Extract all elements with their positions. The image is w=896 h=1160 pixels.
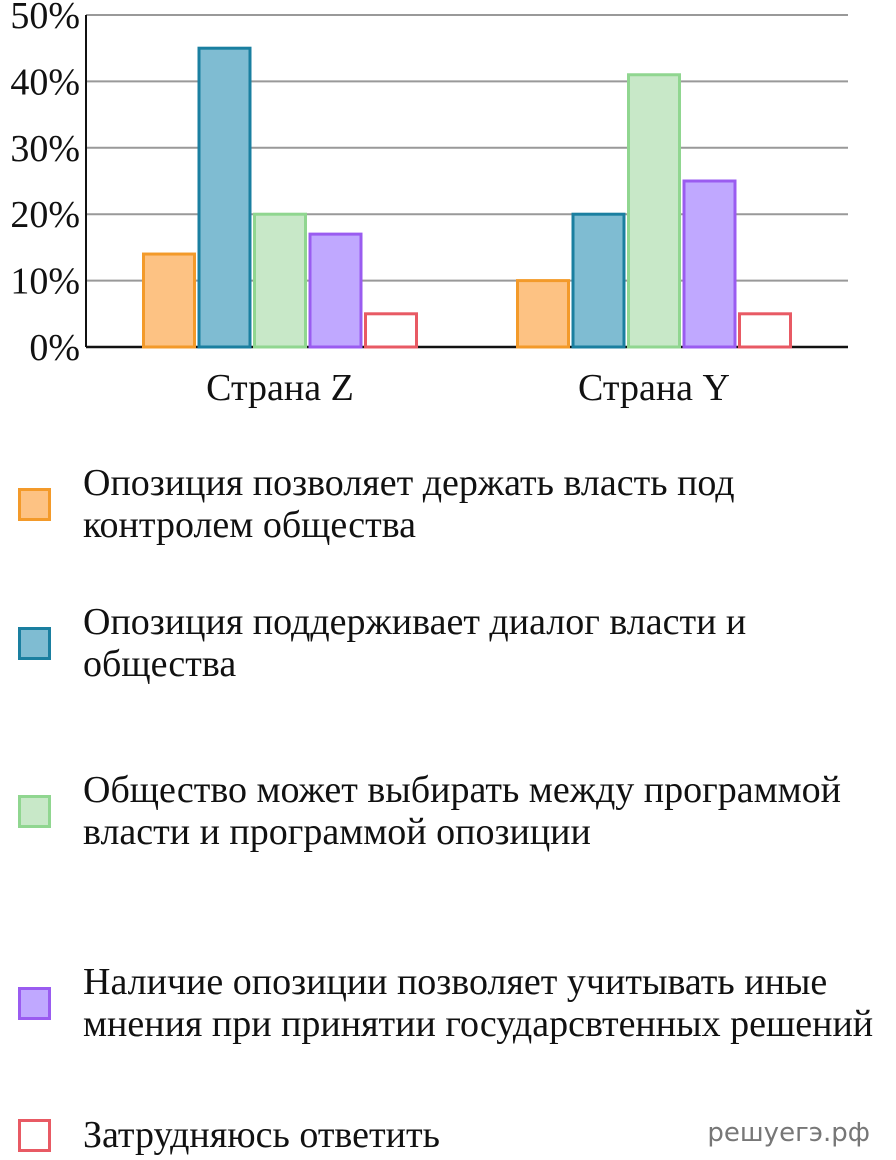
y-tick-label: 10%: [10, 261, 80, 303]
y-tick-label: 20%: [10, 194, 80, 236]
legend-item: Общество может выбирать между программой…: [18, 769, 896, 853]
y-tick-label: 50%: [10, 0, 80, 37]
bar: [364, 312, 418, 349]
legend-swatch: [18, 986, 51, 1020]
bar: [571, 212, 626, 349]
bar: [197, 46, 252, 349]
legend-item: Опозиция позволяет держать власть под ко…: [18, 462, 896, 546]
legend-label: Наличие опозиции позволяет учитывать ины…: [83, 961, 874, 1045]
legend-item: Опозиция поддерживает диалог власти и об…: [18, 601, 896, 685]
x-tick-label: Страна Z: [206, 367, 354, 409]
bar: [142, 252, 196, 349]
legend-label: Опозиция поддерживает диалог власти и об…: [83, 601, 747, 685]
legend-swatch: [18, 794, 51, 828]
legend-label: Общество может выбирать между программой…: [83, 769, 842, 853]
y-tick-label: 0%: [29, 327, 80, 369]
legend-label: Опозиция позволяет держать власть под ко…: [83, 462, 735, 546]
bar: [516, 279, 570, 349]
x-tick-label: Страна Y: [578, 367, 730, 409]
legend-swatch: [18, 626, 51, 660]
y-tick-label: 40%: [10, 61, 80, 103]
bar: [253, 212, 307, 349]
bar: [738, 312, 792, 349]
legend-label: Затрудняюсь ответить: [83, 1114, 440, 1156]
legend-item: Наличие опозиции позволяет учитывать ины…: [18, 961, 896, 1045]
watermark: решуегэ.рф: [707, 1118, 870, 1148]
legend-swatch: [18, 487, 51, 521]
chart: 0% 10% 20% 30% 40% 50% Страна Z Страна Y: [10, 0, 848, 409]
bar: [682, 179, 737, 349]
bar: [308, 232, 363, 349]
bar: [627, 73, 681, 349]
y-tick-label: 30%: [10, 128, 80, 170]
legend-item: Затрудняюсь ответить: [18, 1114, 896, 1156]
legend-swatch: [18, 1118, 51, 1152]
